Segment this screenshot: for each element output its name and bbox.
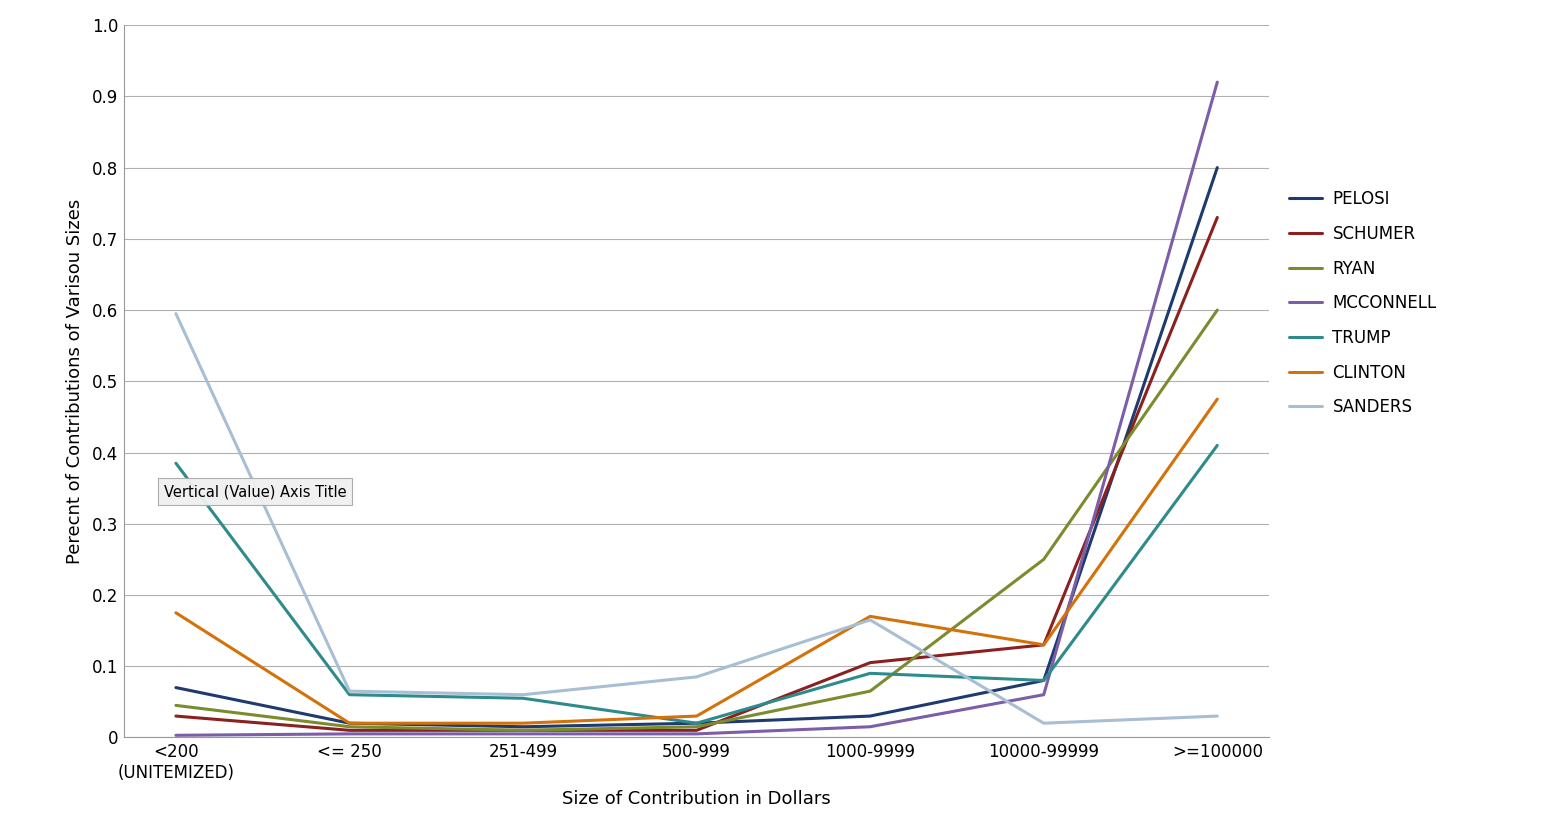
RYAN <box>861 686 879 696</box>
Line: RYAN: RYAN <box>176 310 1217 730</box>
MCCONNELL <box>1207 77 1226 87</box>
TRUMP <box>687 718 706 728</box>
TRUMP <box>1034 675 1053 685</box>
MCCONNELL <box>514 729 533 739</box>
Line: SANDERS: SANDERS <box>176 313 1217 723</box>
Line: MCCONNELL: MCCONNELL <box>176 82 1217 735</box>
SANDERS <box>514 690 533 700</box>
SANDERS <box>861 615 879 625</box>
CLINTON <box>1207 394 1226 404</box>
PELOSI <box>1207 163 1226 173</box>
X-axis label: Size of Contribution in Dollars: Size of Contribution in Dollars <box>562 790 831 808</box>
TRUMP <box>514 693 533 703</box>
RYAN <box>1034 555 1053 565</box>
Line: TRUMP: TRUMP <box>176 446 1217 723</box>
RYAN <box>687 722 706 732</box>
PELOSI <box>687 718 706 728</box>
CLINTON <box>514 718 533 728</box>
SANDERS <box>687 672 706 682</box>
TRUMP <box>341 690 359 700</box>
RYAN <box>514 725 533 736</box>
SCHUMER <box>1207 212 1226 222</box>
SANDERS <box>167 308 186 318</box>
SCHUMER <box>514 725 533 736</box>
CLINTON <box>341 718 359 728</box>
MCCONNELL <box>341 729 359 739</box>
RYAN <box>341 722 359 732</box>
Legend: PELOSI, SCHUMER, RYAN, MCCONNELL, TRUMP, CLINTON, SANDERS: PELOSI, SCHUMER, RYAN, MCCONNELL, TRUMP,… <box>1289 190 1437 416</box>
PELOSI <box>861 711 879 721</box>
SANDERS <box>1207 711 1226 721</box>
CLINTON <box>687 711 706 721</box>
PELOSI <box>1034 675 1053 685</box>
PELOSI <box>341 718 359 728</box>
MCCONNELL <box>687 729 706 739</box>
CLINTON <box>1034 640 1053 650</box>
Line: SCHUMER: SCHUMER <box>176 217 1217 730</box>
Text: Vertical (Value) Axis Title: Vertical (Value) Axis Title <box>164 484 347 499</box>
MCCONNELL <box>861 722 879 732</box>
TRUMP <box>1207 441 1226 451</box>
MCCONNELL <box>167 730 186 740</box>
TRUMP <box>861 669 879 679</box>
PELOSI <box>514 722 533 732</box>
TRUMP <box>167 458 186 468</box>
SANDERS <box>341 686 359 696</box>
SCHUMER <box>341 725 359 736</box>
Line: CLINTON: CLINTON <box>176 399 1217 723</box>
SCHUMER <box>1034 640 1053 650</box>
SCHUMER <box>687 725 706 736</box>
MCCONNELL <box>1034 690 1053 700</box>
SANDERS <box>1034 718 1053 728</box>
CLINTON <box>861 612 879 622</box>
Y-axis label: Perecnt of Contributions of Varisou Sizes: Perecnt of Contributions of Varisou Size… <box>65 199 84 564</box>
RYAN <box>167 701 186 711</box>
CLINTON <box>167 608 186 618</box>
SCHUMER <box>861 658 879 668</box>
SCHUMER <box>167 711 186 721</box>
RYAN <box>1207 305 1226 315</box>
PELOSI <box>167 682 186 692</box>
Line: PELOSI: PELOSI <box>176 168 1217 727</box>
